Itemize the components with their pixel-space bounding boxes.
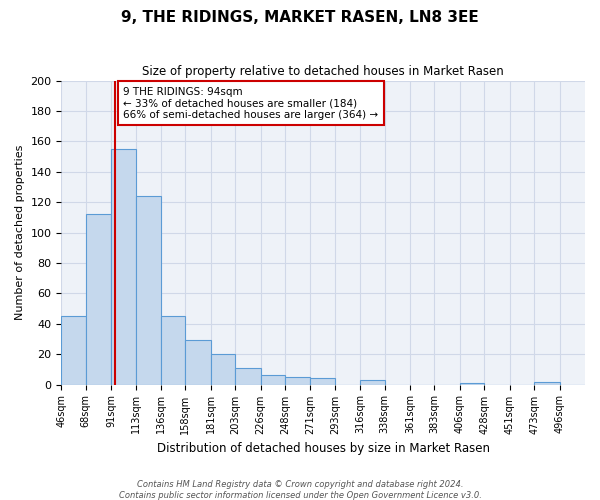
Bar <box>360 380 385 384</box>
Text: Contains HM Land Registry data © Crown copyright and database right 2024.
Contai: Contains HM Land Registry data © Crown c… <box>119 480 481 500</box>
Y-axis label: Number of detached properties: Number of detached properties <box>15 145 25 320</box>
Title: Size of property relative to detached houses in Market Rasen: Size of property relative to detached ho… <box>142 65 504 78</box>
Bar <box>61 316 86 384</box>
Bar <box>285 377 310 384</box>
Bar <box>310 378 335 384</box>
Bar <box>185 340 211 384</box>
Bar <box>161 316 185 384</box>
Bar <box>460 383 484 384</box>
Bar <box>136 196 161 384</box>
Text: 9, THE RIDINGS, MARKET RASEN, LN8 3EE: 9, THE RIDINGS, MARKET RASEN, LN8 3EE <box>121 10 479 25</box>
Bar <box>86 214 111 384</box>
X-axis label: Distribution of detached houses by size in Market Rasen: Distribution of detached houses by size … <box>157 442 490 455</box>
Text: 9 THE RIDINGS: 94sqm
← 33% of detached houses are smaller (184)
66% of semi-deta: 9 THE RIDINGS: 94sqm ← 33% of detached h… <box>124 86 379 120</box>
Bar <box>260 376 285 384</box>
Bar <box>235 368 260 384</box>
Bar <box>211 354 235 384</box>
Bar <box>111 149 136 384</box>
Bar <box>534 382 560 384</box>
